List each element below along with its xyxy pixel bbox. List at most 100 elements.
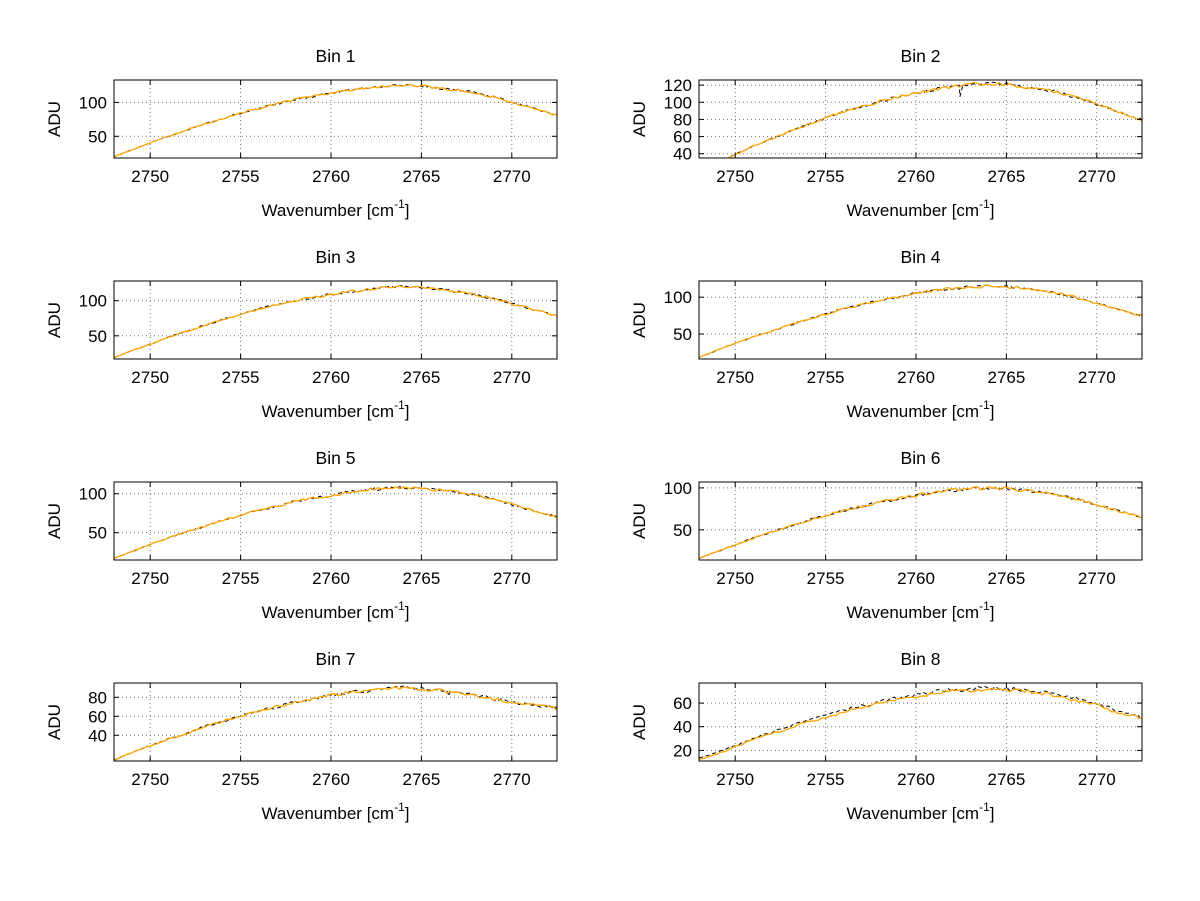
series-measured-black-dashed: [699, 486, 1142, 559]
plot-title: Bin 2: [901, 46, 941, 66]
x-tick-label: 2755: [807, 167, 845, 186]
y-tick-label: 50: [88, 127, 107, 146]
y-tick-label: 100: [664, 93, 692, 112]
y-tick-label: 50: [673, 325, 692, 344]
x-tick-label: 2770: [1078, 368, 1116, 387]
x-tick-label: 2755: [222, 167, 260, 186]
x-tick-label: 2760: [312, 368, 350, 387]
x-axis-label: Wavenumber [cm-1]: [262, 197, 410, 220]
x-tick-label: 2755: [222, 368, 260, 387]
y-tick-label: 60: [673, 694, 692, 713]
gridlines: [114, 80, 557, 158]
y-tick-label: 50: [673, 521, 692, 540]
y-axis-label: ADU: [630, 302, 649, 338]
x-tick-label: 2755: [222, 569, 260, 588]
gridlines: [114, 683, 557, 761]
axes-box: [698, 481, 1143, 561]
x-tick-label: 2765: [987, 368, 1025, 387]
x-tick-label: 2770: [1078, 770, 1116, 789]
plot-title: Bin 8: [901, 649, 941, 669]
series-measured-black-dashed: [114, 83, 557, 158]
axis-ticks: [114, 683, 557, 761]
series-measured-black-dashed: [114, 285, 557, 359]
x-tick-label: 2765: [402, 368, 440, 387]
y-tick-label: 120: [664, 76, 692, 95]
subplot-bin-8: 20 40 60 2750 2755 2760 2765 2770 Bin 8 ADU Wavenu…: [597, 637, 1182, 838]
axis-ticks: [699, 281, 1142, 359]
series-measured-black-dashed: [699, 284, 1142, 358]
x-tick-label: 2765: [987, 167, 1025, 186]
y-axis-label: ADU: [45, 503, 64, 539]
plot-title: Bin 4: [901, 247, 941, 267]
y-tick-label: 40: [88, 726, 107, 745]
x-tick-label: 2750: [716, 368, 754, 387]
y-axis-label: ADU: [630, 704, 649, 740]
axis-ticks: [699, 482, 1142, 560]
x-tick-label: 2750: [716, 167, 754, 186]
series-measured-black-dashed: [114, 685, 557, 761]
x-tick-label: 2750: [131, 569, 169, 588]
x-tick-label: 2770: [1078, 569, 1116, 588]
x-tick-label: 2770: [493, 770, 531, 789]
series-measured-black-dashed: [114, 486, 557, 559]
x-tick-label: 2755: [807, 368, 845, 387]
axes-box: [113, 79, 558, 159]
series-overlay-orange-solid: [699, 284, 1142, 358]
x-tick-label: 2750: [716, 569, 754, 588]
x-tick-label: 2760: [897, 770, 935, 789]
x-tick-label: 2760: [897, 167, 935, 186]
x-tick-label: 2765: [402, 167, 440, 186]
series-overlay-orange-solid: [726, 81, 1142, 158]
axis-ticks: [699, 683, 1142, 761]
y-tick-label: 100: [79, 93, 107, 112]
plot-title: Bin 5: [316, 448, 356, 468]
x-tick-label: 2760: [312, 569, 350, 588]
y-tick-label: 50: [88, 524, 107, 543]
plot-title: Bin 6: [901, 448, 941, 468]
y-axis-label: ADU: [45, 302, 64, 338]
plot-canvas-bin-6: 50 100 2750 2755 2760 2765 2770 Bin 6 ADU Wavenum…: [630, 448, 1143, 622]
y-tick-label: 100: [79, 485, 107, 504]
subplot-bin-2: 40 60 80 100 120 2750 2755 2760 2765 2770 Bin 2 ADU…: [597, 34, 1182, 235]
axes-box: [698, 280, 1143, 360]
x-axis-label: Wavenumber [cm-1]: [262, 599, 410, 622]
x-tick-label: 2750: [131, 770, 169, 789]
x-tick-label: 2760: [897, 569, 935, 588]
x-tick-label: 2755: [807, 770, 845, 789]
axes-box: [113, 481, 558, 561]
x-axis-label: Wavenumber [cm-1]: [847, 197, 995, 220]
x-tick-label: 2770: [493, 368, 531, 387]
axes-box: [113, 280, 558, 360]
plot-title: Bin 3: [316, 247, 356, 267]
y-axis-label: ADU: [45, 704, 64, 740]
plot-canvas-bin-8: 20 40 60 2750 2755 2760 2765 2770 Bin 8 ADU Wavenu…: [630, 649, 1143, 823]
axis-ticks: [699, 80, 1142, 158]
series-overlay-orange-solid: [114, 83, 557, 158]
plot-canvas-bin-3: 50 100 2750 2755 2760 2765 2770 Bin 3 ADU Wavenum…: [45, 247, 558, 421]
y-tick-label: 100: [664, 479, 692, 498]
y-tick-label: 100: [664, 288, 692, 307]
x-tick-label: 2755: [807, 569, 845, 588]
plot-title: Bin 1: [316, 46, 356, 66]
subplot-bin-1: 50 100 2750 2755 2760 2765 2770 Bin 1 ADU Wavenum…: [12, 34, 597, 235]
x-axis-label: Wavenumber [cm-1]: [262, 800, 410, 823]
plot-title: Bin 7: [316, 649, 356, 669]
x-tick-label: 2760: [312, 770, 350, 789]
y-tick-label: 40: [673, 718, 692, 737]
y-tick-label: 40: [673, 145, 692, 164]
x-tick-label: 2770: [1078, 167, 1116, 186]
gridlines: [114, 281, 557, 359]
series-measured-black-dashed: [727, 81, 1142, 158]
subplot-bin-6: 50 100 2750 2755 2760 2765 2770 Bin 6 ADU Wavenum…: [597, 436, 1182, 637]
axes-box: [113, 682, 558, 762]
y-axis-label: ADU: [630, 503, 649, 539]
subplot-bin-4: 50 100 2750 2755 2760 2765 2770 Bin 4 ADU Wavenum…: [597, 235, 1182, 436]
series-overlay-orange-solid: [114, 285, 557, 359]
x-tick-label: 2765: [987, 770, 1025, 789]
y-tick-label: 60: [673, 128, 692, 147]
series-overlay-orange-solid: [114, 686, 557, 761]
y-tick-label: 80: [673, 110, 692, 129]
series-overlay-orange-solid: [699, 687, 1142, 761]
